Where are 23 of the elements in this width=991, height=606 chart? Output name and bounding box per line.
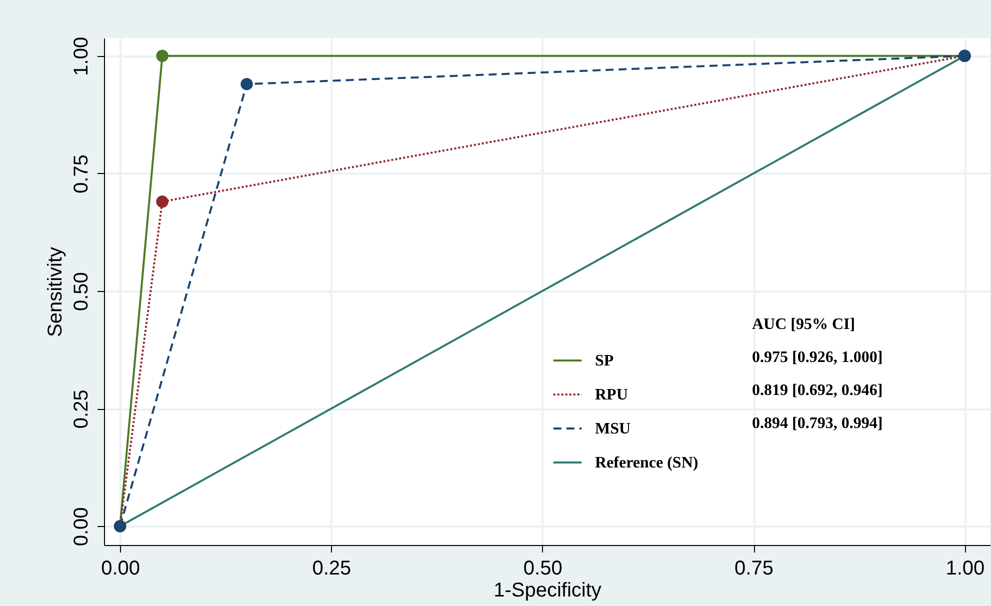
- point: [156, 50, 168, 62]
- y-tick-label: 0.25: [70, 390, 92, 429]
- legend-label: SP: [595, 352, 614, 370]
- y-tick-label: 1.00: [70, 36, 92, 76]
- y-tick-label: 0.00: [70, 507, 92, 546]
- legend-label: RPU: [595, 386, 628, 404]
- legend-label: Reference (SN): [595, 454, 698, 472]
- x-tick-label: 1.00: [946, 558, 985, 580]
- legend-label: MSU: [595, 420, 631, 438]
- annotation: 0.894 [0.793, 0.994]: [752, 415, 883, 432]
- y-tick-label: 0.50: [70, 272, 92, 311]
- x-tick-label: 0.50: [523, 558, 562, 580]
- annotation: 0.975 [0.926, 1.000]: [752, 349, 883, 366]
- x-tick-label: 0.00: [101, 558, 140, 580]
- point: [240, 78, 253, 90]
- annotation: 0.819 [0.692, 0.946]: [752, 382, 883, 399]
- x-axis-title: 1-Specificity: [494, 580, 602, 602]
- y-axis-title: Sensitivity: [44, 246, 66, 338]
- point: [156, 196, 168, 208]
- legend-title: AUC [95% CI]: [752, 316, 856, 333]
- y-tick-label: 0.75: [70, 154, 92, 194]
- x-tick-label: 0.25: [312, 558, 352, 580]
- x-tick-label: 0.75: [734, 558, 774, 580]
